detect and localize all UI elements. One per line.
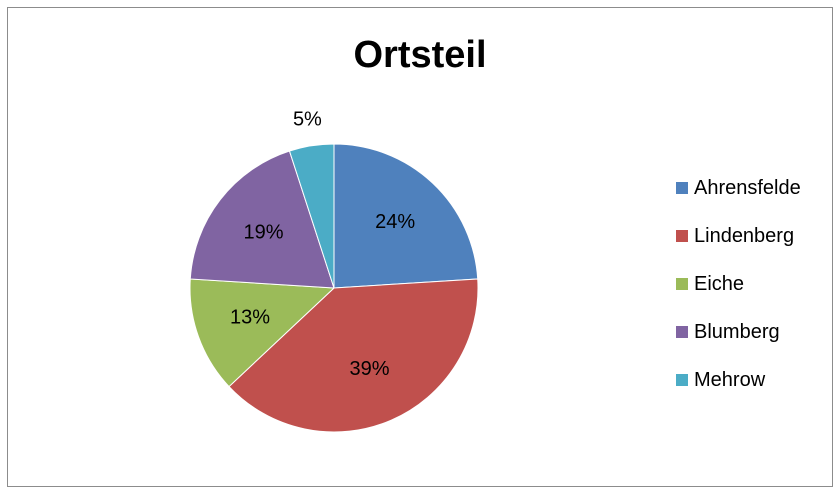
data-label-mehrow: 5%	[293, 108, 322, 130]
data-label-lindenberg: 39%	[349, 358, 389, 380]
pie-slice-eiche	[189, 278, 336, 388]
legend-label: Lindenberg	[694, 224, 795, 247]
legend-label: Ahrensfelde	[694, 176, 801, 199]
pie-slice-blumberg	[189, 150, 335, 289]
legend-swatch	[676, 326, 688, 338]
pie-slice-lindenberg	[228, 278, 479, 433]
legend-item-ahrensfelde: Ahrensfelde	[676, 176, 801, 200]
legend-label: Blumberg	[694, 320, 780, 343]
legend-item-eiche: Eiche	[676, 272, 801, 296]
pie-chart: 24% 39% 13% 19% 5%	[189, 108, 479, 433]
legend-item-blumberg: Blumberg	[676, 320, 801, 344]
legend-swatch	[676, 374, 688, 386]
legend-swatch	[676, 278, 688, 290]
legend-label: Eiche	[694, 272, 745, 295]
legend-item-lindenberg: Lindenberg	[676, 224, 801, 248]
legend-label: Mehrow	[694, 368, 766, 391]
pie-slice-ahrensfelde	[333, 143, 479, 289]
data-label-ahrensfelde: 24%	[375, 211, 415, 233]
legend-swatch	[676, 230, 688, 242]
legend-item-mehrow: Mehrow	[676, 368, 801, 392]
data-label-blumberg: 19%	[243, 222, 283, 244]
chart-title: Ortsteil	[353, 34, 487, 76]
data-label-eiche: 13%	[230, 306, 270, 328]
pie-slice-mehrow	[288, 143, 335, 289]
chart-legend: Ahrensfelde Lindenberg Eiche Blumberg Mehrow	[676, 176, 801, 416]
legend-swatch	[676, 182, 688, 194]
